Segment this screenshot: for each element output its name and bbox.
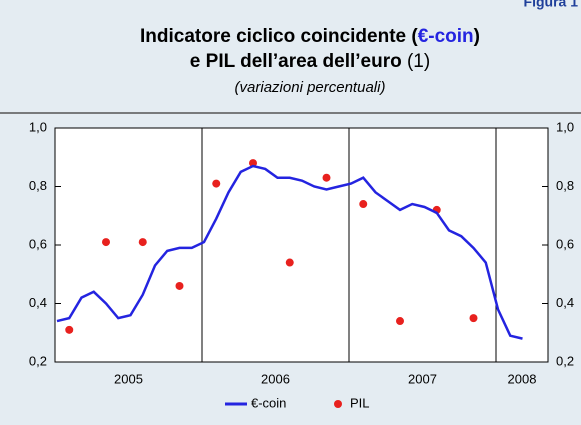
- x-tick-label: 2007: [408, 371, 437, 386]
- title-part: ): [474, 26, 480, 47]
- title-note: (1): [402, 51, 431, 72]
- pil-dot: [285, 258, 294, 267]
- y2-tick-label: 0,6: [556, 236, 574, 251]
- y-tick-label: 0,4: [29, 295, 47, 310]
- plot-area: [54, 127, 549, 363]
- y-tick-label: 1,0: [29, 119, 47, 134]
- line: [56, 164, 523, 340]
- x-tick-label: 2008: [508, 371, 537, 386]
- legend-label: €-coin: [251, 395, 286, 410]
- legend-dot: [334, 400, 342, 408]
- pil-dot: [249, 159, 257, 168]
- pil-dot: [469, 314, 478, 323]
- y-tick-label: 0,8: [29, 178, 47, 193]
- title-part: Indicatore ciclico coincidente (: [140, 26, 418, 47]
- y-tick-label: 0,6: [29, 236, 47, 251]
- figure-label: Figura 1: [524, 0, 579, 10]
- pil-dot: [175, 281, 184, 290]
- pil-dot: [102, 238, 110, 247]
- y2-tick-label: 1,0: [556, 119, 574, 134]
- pil-dot: [138, 238, 147, 247]
- chart-title-line2: e PIL dell’area dell’euro (1): [190, 51, 430, 72]
- y-tick-label: 0,2: [29, 353, 47, 368]
- chart-title: Indicatore ciclico coincidente (€-coin): [140, 26, 480, 47]
- pil-dot: [65, 325, 74, 334]
- pil-dot: [322, 173, 331, 182]
- pil-dot: [212, 179, 221, 188]
- legend-label: PIL: [350, 395, 370, 410]
- pil-dot: [396, 317, 404, 326]
- y2-tick-label: 0,4: [556, 295, 574, 310]
- title-part: e PIL dell’area dell’euro: [190, 51, 402, 72]
- x-tick-label: 2005: [114, 371, 143, 386]
- pil-dot: [359, 200, 368, 209]
- title-highlight: €-coin: [418, 26, 474, 47]
- y2-tick-label: 0,8: [556, 178, 574, 193]
- subtitle: (variazioni percentuali): [235, 79, 386, 96]
- x-tick-label: 2006: [261, 371, 290, 386]
- y2-tick-label: 0,2: [556, 353, 574, 368]
